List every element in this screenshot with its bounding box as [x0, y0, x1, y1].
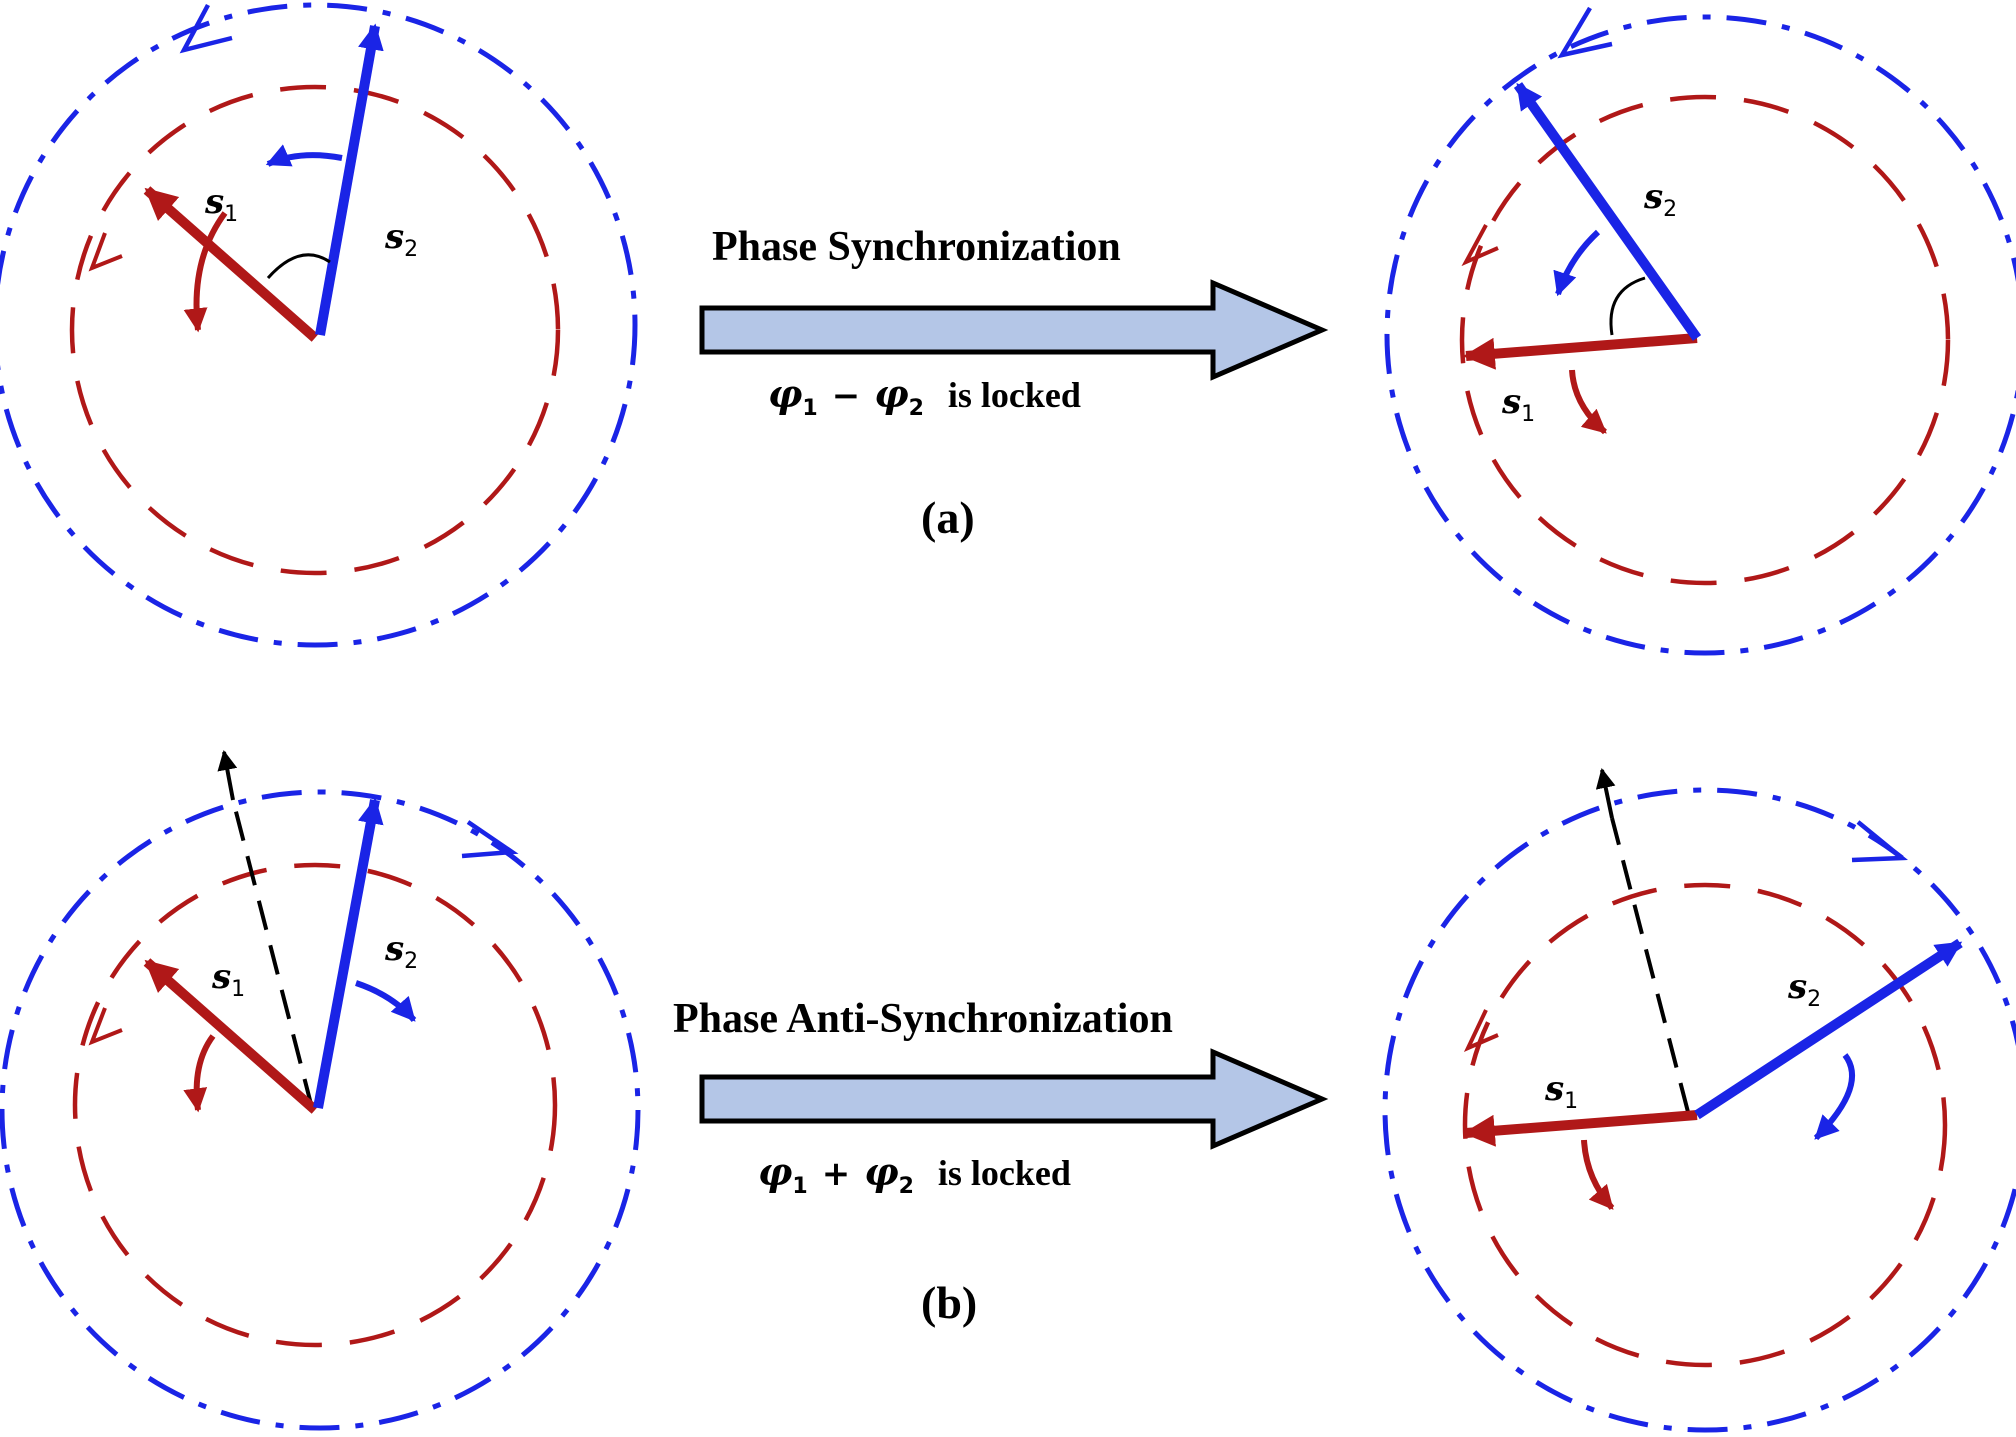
label-s2: s2	[1787, 967, 1821, 1012]
s2-rotation-arrow-icon	[265, 144, 343, 167]
s1-rotation-arrow-icon	[1581, 1139, 1615, 1210]
s2-rotation-arrow-icon	[355, 980, 417, 1023]
panel-b-label: (b)	[921, 1277, 977, 1328]
vector-s1	[143, 958, 319, 1114]
label-s1: s1	[204, 182, 238, 227]
bisector-dashed-line	[231, 799, 314, 1109]
angle-arc	[1609, 276, 1646, 336]
s1-rotation-arrow-icon	[183, 211, 228, 333]
transition-arrow-b	[699, 1048, 1329, 1150]
red-orbit-chevron-icon	[1463, 1009, 1499, 1052]
panel-a-left-diagram: s1 s2	[0, 2, 638, 648]
vector-s2	[315, 23, 384, 336]
label-s2: s2	[384, 929, 418, 974]
vector-s2	[313, 797, 384, 1109]
red-orbit-circle	[72, 862, 558, 1348]
blue-orbit-chevron-icon	[1557, 6, 1613, 59]
bisector-arrow	[217, 750, 238, 801]
phase-antisync-title: Phase Anti-Synchronization	[673, 996, 1173, 1042]
red-orbit-chevron-icon	[88, 1007, 123, 1046]
angle-arc	[266, 253, 331, 279]
blue-orbit-circle	[1384, 14, 2016, 656]
blue-orbit-chevron-icon	[461, 820, 519, 859]
label-s2: s2	[1643, 177, 1677, 222]
label-s1: s1	[1544, 1069, 1578, 1114]
blue-orbit-chevron-icon	[179, 3, 233, 54]
red-orbit-chevron-icon	[1461, 224, 1499, 267]
label-s2: s2	[384, 217, 418, 262]
panel-a-right-diagram: s2 s1	[1384, 6, 2016, 656]
s2-rotation-arrow-icon	[1553, 229, 1601, 297]
red-orbit-chevron-icon	[88, 232, 123, 272]
vector-s1	[1462, 1110, 1698, 1147]
s2-rotation-arrow-icon	[1813, 1053, 1855, 1141]
bisector-dashed-line	[1610, 817, 1690, 1113]
blue-orbit-circle	[0, 2, 638, 648]
blue-orbit-circle	[1382, 787, 2016, 1433]
s1-rotation-arrow-icon	[1569, 369, 1607, 435]
vector-s2	[1694, 938, 1963, 1120]
vector-s1	[143, 186, 319, 342]
panel-a-transition: Phase Synchronization φ1− φ2 is locked (a)	[699, 224, 1329, 543]
panel-b-right-diagram: s1 s2	[1382, 768, 2016, 1433]
label-s1: s1	[1501, 382, 1535, 427]
blue-orbit-chevron-icon	[1851, 820, 1909, 863]
transition-arrow-a	[699, 279, 1329, 381]
locked-equation-b: φ1 + φ2 is locked	[758, 1149, 1071, 1199]
vector-s1	[1462, 333, 1698, 370]
red-orbit-circle	[1459, 94, 1951, 586]
locked-equation-a: φ1− φ2 is locked	[768, 371, 1081, 421]
red-orbit-circle	[69, 84, 561, 576]
s1-rotation-arrow-icon	[183, 1034, 216, 1113]
bisector-arrow	[1595, 768, 1616, 819]
vector-s2	[1513, 82, 1702, 341]
label-s1: s1	[211, 957, 245, 1002]
panel-b-transition: Phase Anti-Synchronization φ1 + φ2 is locke…	[673, 996, 1329, 1328]
panel-b-left-diagram: s1 s2	[0, 750, 641, 1431]
panel-a-label: (a)	[921, 492, 975, 543]
blue-orbit-circle	[0, 789, 641, 1431]
phase-sync-title: Phase Synchronization	[712, 224, 1121, 270]
